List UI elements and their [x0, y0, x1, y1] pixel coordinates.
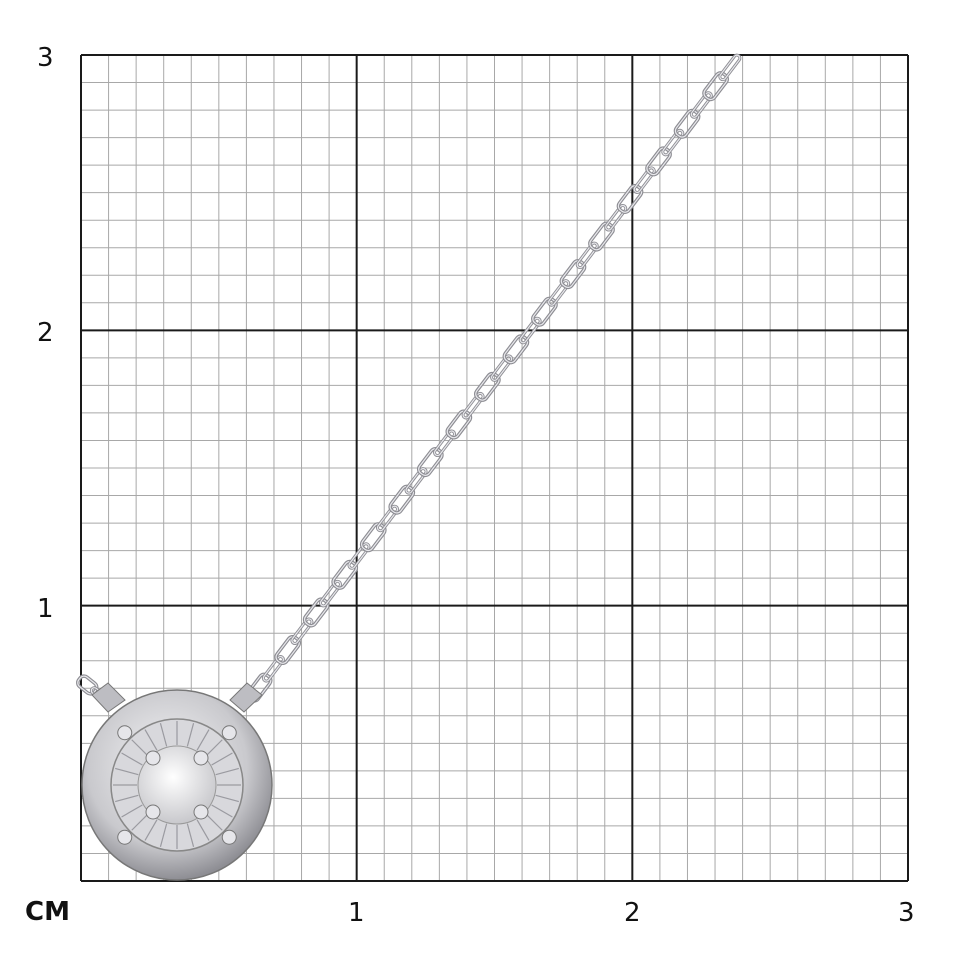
chain [76, 53, 742, 704]
chain-link [433, 429, 457, 458]
rim-bead [117, 829, 133, 845]
unit-label: CM [25, 897, 70, 927]
chain-link [490, 354, 514, 382]
chain-link [375, 504, 400, 533]
prong [145, 804, 161, 820]
chain-link [261, 655, 285, 683]
chain-link [689, 91, 713, 119]
chain-link [461, 391, 485, 420]
pendant [81, 682, 273, 881]
chain-link [718, 53, 742, 82]
chain-link [318, 579, 342, 608]
chain-link [632, 166, 656, 194]
rim-bead [117, 725, 133, 741]
rim-bead [221, 829, 237, 845]
y-tick-3: 3 [37, 43, 54, 73]
x-tick-2: 2 [624, 898, 641, 928]
y-tick-1: 1 [37, 594, 54, 624]
rim-bead [221, 725, 237, 741]
chain-link [661, 128, 685, 157]
major-grid-lines [80, 54, 909, 882]
x-tick-1: 1 [348, 898, 365, 928]
chain-link [575, 241, 599, 270]
chain-link [404, 467, 428, 495]
minor-grid-lines [81, 55, 908, 881]
x-tick-3: 3 [898, 898, 915, 928]
necklace-image [76, 53, 742, 881]
prong [193, 750, 209, 766]
prong [145, 750, 161, 766]
chain-link [347, 542, 371, 570]
y-tick-2: 2 [37, 318, 54, 348]
chain-link [604, 203, 628, 232]
prong [193, 804, 209, 820]
diamond-stone [137, 745, 217, 825]
